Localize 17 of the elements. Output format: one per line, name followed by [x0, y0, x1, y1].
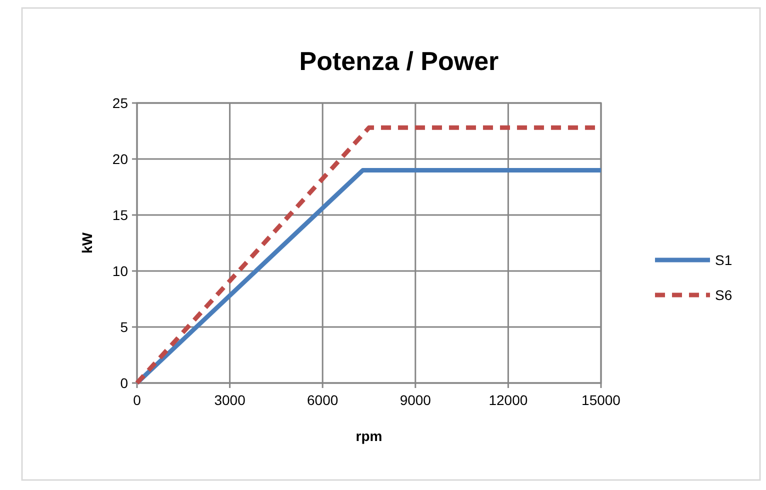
x-tick-label: 15000 — [582, 392, 621, 408]
y-tick-label: 0 — [120, 374, 128, 391]
x-tick-label: 3000 — [214, 392, 246, 408]
y-tick-label: 20 — [112, 150, 128, 167]
y-tick-label: 25 — [112, 94, 128, 111]
y-tick-label: 5 — [120, 318, 128, 335]
legend-label: S1 — [715, 252, 732, 268]
x-tick-label: 0 — [133, 392, 142, 408]
x-axis-title: rpm — [356, 428, 382, 444]
x-tick-label: 6000 — [307, 392, 338, 408]
legend-label: S6 — [715, 286, 732, 303]
x-tick-label: 12000 — [488, 392, 528, 408]
x-tick-label: 9000 — [400, 392, 432, 408]
chart-title: Potenza / Power — [299, 46, 499, 76]
y-axis-title: kW — [79, 232, 95, 254]
y-tick-label: 10 — [112, 262, 128, 279]
y-tick-label: 15 — [112, 206, 128, 223]
